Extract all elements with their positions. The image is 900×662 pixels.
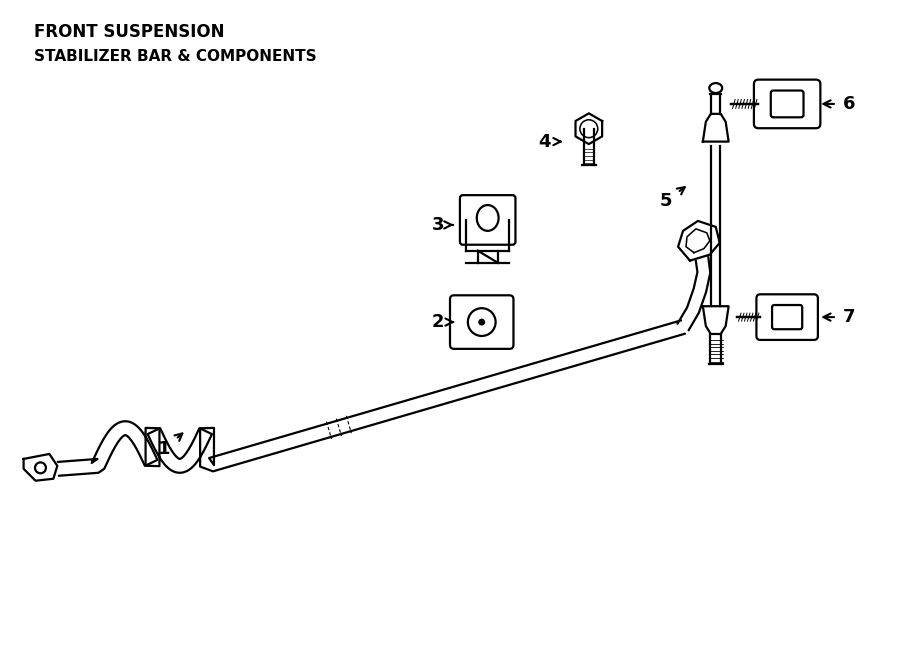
FancyBboxPatch shape (460, 195, 516, 245)
FancyBboxPatch shape (754, 79, 821, 128)
Polygon shape (703, 114, 729, 142)
FancyBboxPatch shape (770, 91, 804, 117)
Text: STABILIZER BAR & COMPONENTS: STABILIZER BAR & COMPONENTS (33, 50, 316, 64)
FancyBboxPatch shape (772, 305, 802, 329)
Text: 6: 6 (824, 95, 855, 113)
Text: 3: 3 (432, 216, 453, 234)
Text: 1: 1 (158, 434, 183, 458)
Polygon shape (703, 307, 729, 334)
Circle shape (478, 318, 485, 326)
Polygon shape (575, 113, 602, 144)
Polygon shape (678, 221, 720, 261)
Text: FRONT SUSPENSION: FRONT SUSPENSION (33, 23, 224, 40)
Polygon shape (23, 454, 58, 481)
Text: 2: 2 (432, 313, 454, 331)
Text: 7: 7 (824, 308, 855, 326)
FancyBboxPatch shape (450, 295, 514, 349)
Text: 5: 5 (660, 187, 685, 210)
FancyBboxPatch shape (756, 295, 818, 340)
Text: 4: 4 (538, 132, 561, 150)
